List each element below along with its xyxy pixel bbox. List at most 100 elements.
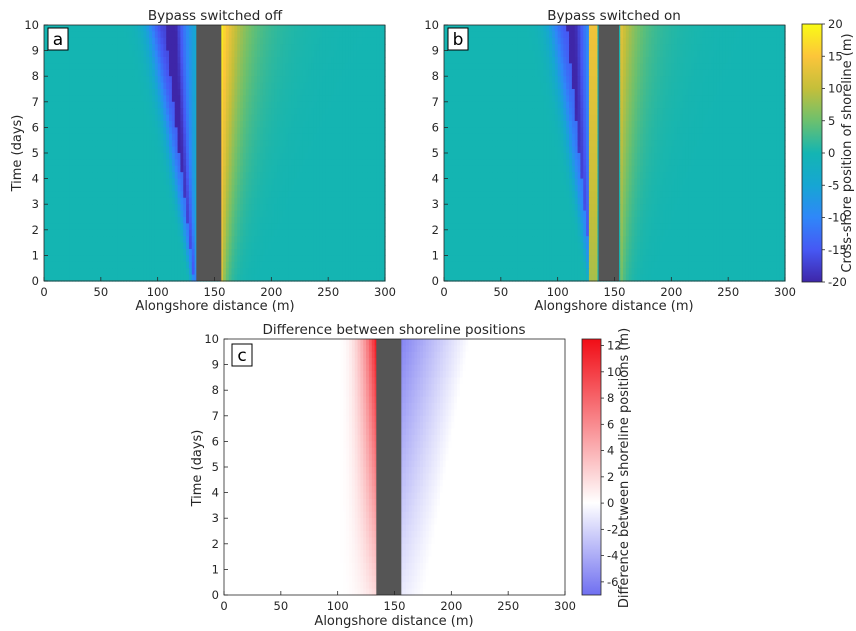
heat-cell	[183, 229, 187, 237]
heat-cell	[316, 82, 321, 90]
heat-cell	[251, 159, 255, 167]
heat-cell	[149, 223, 153, 231]
heat-cell	[365, 274, 369, 282]
heat-cell	[373, 31, 378, 39]
heat-cell	[78, 69, 82, 77]
heat-cell	[382, 69, 386, 77]
heat-cell	[279, 44, 284, 52]
heat-cell	[259, 69, 264, 77]
heat-cell	[149, 95, 153, 103]
heat-cell	[177, 82, 181, 90]
heat-cell	[163, 210, 167, 218]
heat-cell	[80, 236, 85, 244]
heat-cell	[52, 140, 56, 148]
heat-cell	[115, 37, 119, 45]
heat-cell	[129, 191, 133, 199]
heat-cell	[271, 191, 275, 199]
heat-cell	[245, 50, 250, 58]
heat-cell	[370, 255, 375, 263]
heat-cell	[146, 133, 150, 141]
heat-cell	[157, 236, 162, 244]
heat-cell	[328, 140, 332, 148]
heat-cell	[225, 178, 230, 186]
heat-cell	[257, 210, 261, 218]
heat-cell	[382, 229, 386, 237]
heat-cell	[129, 133, 133, 141]
heat-cell	[271, 127, 275, 135]
heat-cell	[157, 165, 162, 173]
heat-cell	[137, 255, 142, 263]
heat-cell	[370, 249, 375, 256]
heat-cell	[163, 236, 167, 244]
heat-cell	[140, 210, 145, 218]
heat-cell	[83, 146, 88, 154]
heat-cell	[271, 95, 275, 103]
heat-cell	[288, 261, 292, 269]
heat-cell	[282, 268, 287, 276]
heat-cell	[365, 63, 369, 71]
heat-cell	[365, 191, 369, 199]
heat-cell	[288, 127, 292, 135]
heat-cell	[376, 178, 380, 186]
heat-cell	[345, 44, 349, 52]
heat-cell	[49, 268, 54, 276]
heat-cell	[169, 133, 173, 141]
heat-cell	[123, 57, 128, 64]
y-tick-label: 0	[32, 274, 39, 288]
heat-cell	[134, 89, 139, 96]
heat-cell	[95, 140, 99, 148]
heat-cell	[174, 274, 179, 282]
heat-cell	[154, 268, 159, 276]
heat-cell	[80, 140, 85, 148]
heat-cell	[782, 25, 786, 32]
heat-cell	[350, 50, 355, 58]
heat-cell	[271, 249, 275, 256]
heat-cell	[61, 255, 65, 263]
heat-cell	[157, 76, 162, 84]
heat-cell	[339, 191, 343, 199]
heat-cell	[95, 172, 99, 180]
heat-cell	[251, 261, 255, 269]
heat-cell	[89, 25, 93, 32]
heat-cell	[376, 127, 380, 135]
heat-cell	[188, 140, 193, 148]
heat-cell	[342, 249, 346, 256]
heat-cell	[348, 133, 352, 141]
heat-cell	[97, 165, 102, 173]
heat-cell	[328, 204, 332, 212]
heat-cell	[367, 268, 372, 276]
heat-cell	[248, 210, 253, 218]
heat-cell	[177, 31, 181, 39]
heat-cell	[325, 165, 329, 173]
heat-cell	[237, 95, 241, 103]
heat-cell	[55, 261, 59, 269]
heat-cell	[350, 223, 355, 231]
heat-cell	[188, 101, 193, 109]
heat-cell	[132, 178, 136, 186]
heat-cell	[117, 82, 122, 90]
heat-cell	[143, 268, 147, 276]
heat-cell	[160, 261, 164, 269]
heat-cell	[183, 114, 187, 122]
heat-cell	[313, 210, 318, 218]
heat-cell	[356, 101, 361, 109]
heat-cell	[376, 114, 380, 122]
heat-cell	[285, 57, 289, 64]
heat-cell	[123, 159, 128, 167]
heat-cell	[311, 44, 315, 52]
heat-cell	[339, 50, 343, 58]
heat-cell	[671, 25, 675, 32]
heat-cell	[271, 140, 275, 148]
heat-cell	[117, 121, 122, 128]
heat-cell	[100, 268, 105, 276]
heat-cell	[72, 210, 76, 218]
heat-cell	[291, 89, 295, 96]
heat-cell	[623, 25, 627, 32]
heat-cell	[72, 172, 76, 180]
heat-cell	[154, 210, 159, 218]
heat-cell	[308, 101, 312, 109]
heat-cell	[174, 140, 179, 148]
heat-cell	[336, 268, 341, 276]
heat-cell	[296, 197, 301, 205]
heat-cell	[117, 89, 122, 96]
